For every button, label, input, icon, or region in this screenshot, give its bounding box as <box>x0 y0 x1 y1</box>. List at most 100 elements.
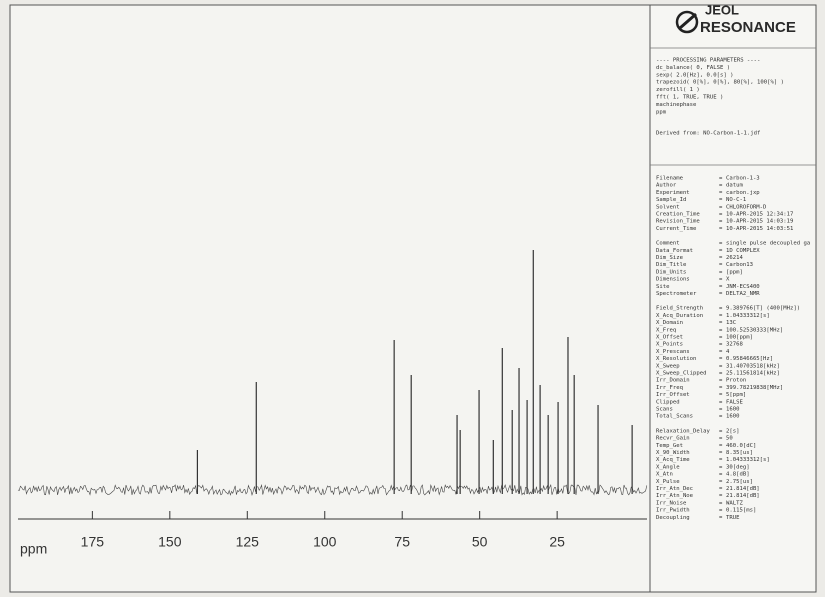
param-value: 26214 <box>726 255 743 261</box>
param-separator: = <box>719 371 723 377</box>
param-separator: = <box>719 255 723 261</box>
param-separator: = <box>719 284 723 290</box>
param-value: 50 <box>726 436 733 442</box>
processing-line: zerofill( 1 ) <box>656 87 700 93</box>
param-key: X_90_Width <box>656 450 690 456</box>
param-key: X_Offset <box>656 335 683 341</box>
param-value: 1D COMPLEX <box>726 248 760 254</box>
param-value: single pulse decoupled ga <box>726 241 810 247</box>
param-separator: = <box>719 176 723 182</box>
param-key: Field_Strength <box>656 306 703 312</box>
param-key: Dim_Title <box>656 262 687 268</box>
param-value: 4 <box>726 349 730 355</box>
param-separator: = <box>719 385 723 391</box>
param-key: Dim_Units <box>656 269 686 275</box>
param-value: JNM-ECS400 <box>726 284 760 290</box>
x-tick-label: 25 <box>549 534 565 550</box>
param-value: 399.78219838[MHz] <box>726 385 783 391</box>
param-value: 100.52530333[MHz] <box>726 327 783 333</box>
param-separator: = <box>719 342 723 348</box>
param-separator: = <box>719 363 723 369</box>
param-separator: = <box>719 479 723 485</box>
param-separator: = <box>719 428 723 434</box>
param-separator: = <box>719 313 723 319</box>
param-value: 31.40703518[kHz] <box>726 363 780 369</box>
processing-line: ppm <box>656 109 667 115</box>
param-value: 1.04333312[s] <box>726 313 770 319</box>
param-separator: = <box>719 204 723 210</box>
param-key: Decoupling <box>656 515 690 521</box>
param-key: X_Prescans <box>656 349 690 355</box>
param-value: 2.75[us] <box>726 479 753 485</box>
param-value: datum <box>726 183 743 189</box>
param-separator: = <box>719 486 723 492</box>
param-key: Irr_Freq <box>656 385 683 391</box>
param-key: Irr_Domain <box>656 378 690 384</box>
param-value: 5[ppm] <box>726 392 746 398</box>
param-separator: = <box>719 399 723 405</box>
param-value: CHLOROFORM-D <box>726 204 767 210</box>
x-tick-label: 150 <box>158 534 182 550</box>
param-value: WALTZ <box>726 500 743 506</box>
param-separator: = <box>719 515 723 521</box>
x-axis-label: ppm <box>20 541 47 557</box>
processing-line: dc_balance( 0, FALSE ) <box>656 65 730 71</box>
param-key: Site <box>656 284 670 290</box>
param-value: FALSE <box>726 399 743 405</box>
param-key: X_Angle <box>656 464 680 470</box>
param-separator: = <box>719 472 723 478</box>
param-key: Irr_Atn_Noe <box>656 493 694 499</box>
param-separator: = <box>719 197 723 203</box>
param-key: X_Freq <box>656 327 676 333</box>
parameter-panel <box>649 4 817 593</box>
param-value: 1600 <box>726 414 739 420</box>
param-separator: = <box>719 212 723 218</box>
logo-icon <box>675 10 699 34</box>
param-separator: = <box>719 190 723 196</box>
param-separator: = <box>719 306 723 312</box>
param-key: Recvr_Gain <box>656 436 690 442</box>
param-value: 1600 <box>726 407 739 413</box>
param-key: X_Domain <box>656 320 683 326</box>
param-value: 2[s] <box>726 428 739 434</box>
param-value: 21.814[dB] <box>726 493 760 499</box>
param-value: 13C <box>726 320 736 326</box>
param-key: Total_Scans <box>656 414 693 420</box>
param-value: 4.8[dB] <box>726 472 750 478</box>
processing-line: machinephase <box>656 102 697 108</box>
param-key: Clipped <box>656 399 680 405</box>
param-value: [ppm] <box>726 269 743 275</box>
param-value: 8.35[us] <box>726 450 753 456</box>
param-separator: = <box>719 356 723 362</box>
param-separator: = <box>719 508 723 514</box>
x-tick-label: 175 <box>81 534 105 550</box>
param-key: X_Sweep_Clipped <box>656 371 707 377</box>
param-value: 30[deg] <box>726 464 750 470</box>
param-value: 25.11561814[kHz] <box>726 371 780 377</box>
processing-line: trapezoid( 0[%], 0[%], 80[%], 100[%] ) <box>656 80 784 86</box>
param-key: X_Acq_Time <box>656 457 690 463</box>
param-value: 460.0[dC] <box>726 443 756 449</box>
logo-ring <box>675 10 699 34</box>
processing-line: fft( 1, TRUE, TRUE ) <box>656 95 723 101</box>
param-key: X_Pulse <box>656 479 680 485</box>
param-key: Irr_Atn_Dec <box>656 486 693 492</box>
param-key: X_Points <box>656 342 683 348</box>
param-key: Sample_Id <box>656 197 686 203</box>
param-separator: = <box>719 335 723 341</box>
param-key: Current_Time <box>656 226 697 232</box>
param-key: Dim_Size <box>656 255 684 261</box>
param-value: 9.389766[T] (400[MHz]) <box>726 306 800 312</box>
param-key: Data_Format <box>656 248 693 254</box>
logo-top: JEOL <box>705 2 739 17</box>
param-value: 0.115[ms] <box>726 508 756 514</box>
param-key: Filename <box>656 176 684 182</box>
param-separator: = <box>719 378 723 384</box>
param-key: Comment <box>656 241 680 247</box>
x-tick-label: 125 <box>236 534 260 550</box>
param-separator: = <box>719 493 723 499</box>
param-key: Spectrometer <box>656 291 697 297</box>
param-value: 21.814[dB] <box>726 486 760 492</box>
logo-bottom: RESONANCE <box>700 19 796 36</box>
